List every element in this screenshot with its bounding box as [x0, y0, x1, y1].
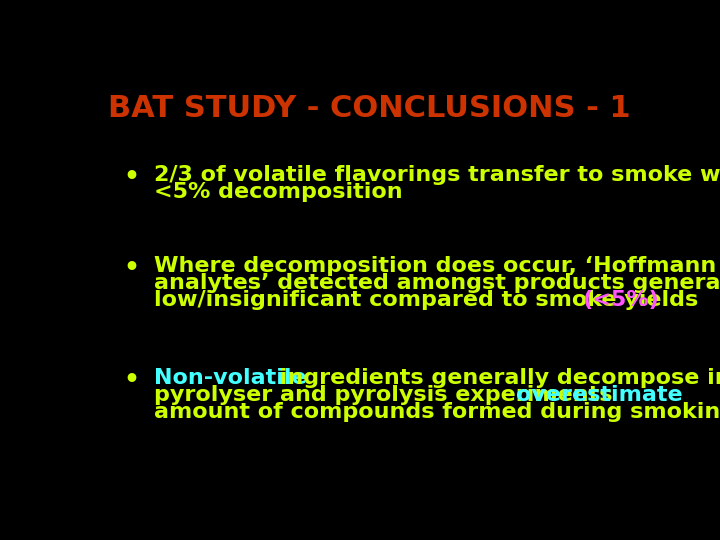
- Text: (<5%): (<5%): [582, 290, 659, 310]
- Text: <5% decomposition: <5% decomposition: [154, 181, 402, 201]
- Text: Where decomposition does occur, ‘Hoffmann: Where decomposition does occur, ‘Hoffman…: [154, 256, 716, 276]
- Text: analytes’ detected amongst products generally: analytes’ detected amongst products gene…: [154, 273, 720, 293]
- Text: overestimate: overestimate: [516, 385, 682, 406]
- Text: amount of compounds formed during smoking: amount of compounds formed during smokin…: [154, 402, 720, 422]
- Text: •: •: [124, 368, 140, 393]
- Text: •: •: [124, 165, 140, 188]
- Text: Non-volatile: Non-volatile: [154, 368, 307, 388]
- Text: low/insignificant compared to smoke yields: low/insignificant compared to smoke yiel…: [154, 290, 706, 310]
- Text: 2/3 of volatile flavorings transfer to smoke with: 2/3 of volatile flavorings transfer to s…: [154, 165, 720, 185]
- Text: BAT STUDY - CONCLUSIONS - 1: BAT STUDY - CONCLUSIONS - 1: [108, 94, 630, 123]
- Text: •: •: [124, 256, 140, 280]
- Text: pyrolyser and pyrolysis experiments: pyrolyser and pyrolysis experiments: [154, 385, 621, 406]
- Text: ingredients generally decompose in: ingredients generally decompose in: [272, 368, 720, 388]
